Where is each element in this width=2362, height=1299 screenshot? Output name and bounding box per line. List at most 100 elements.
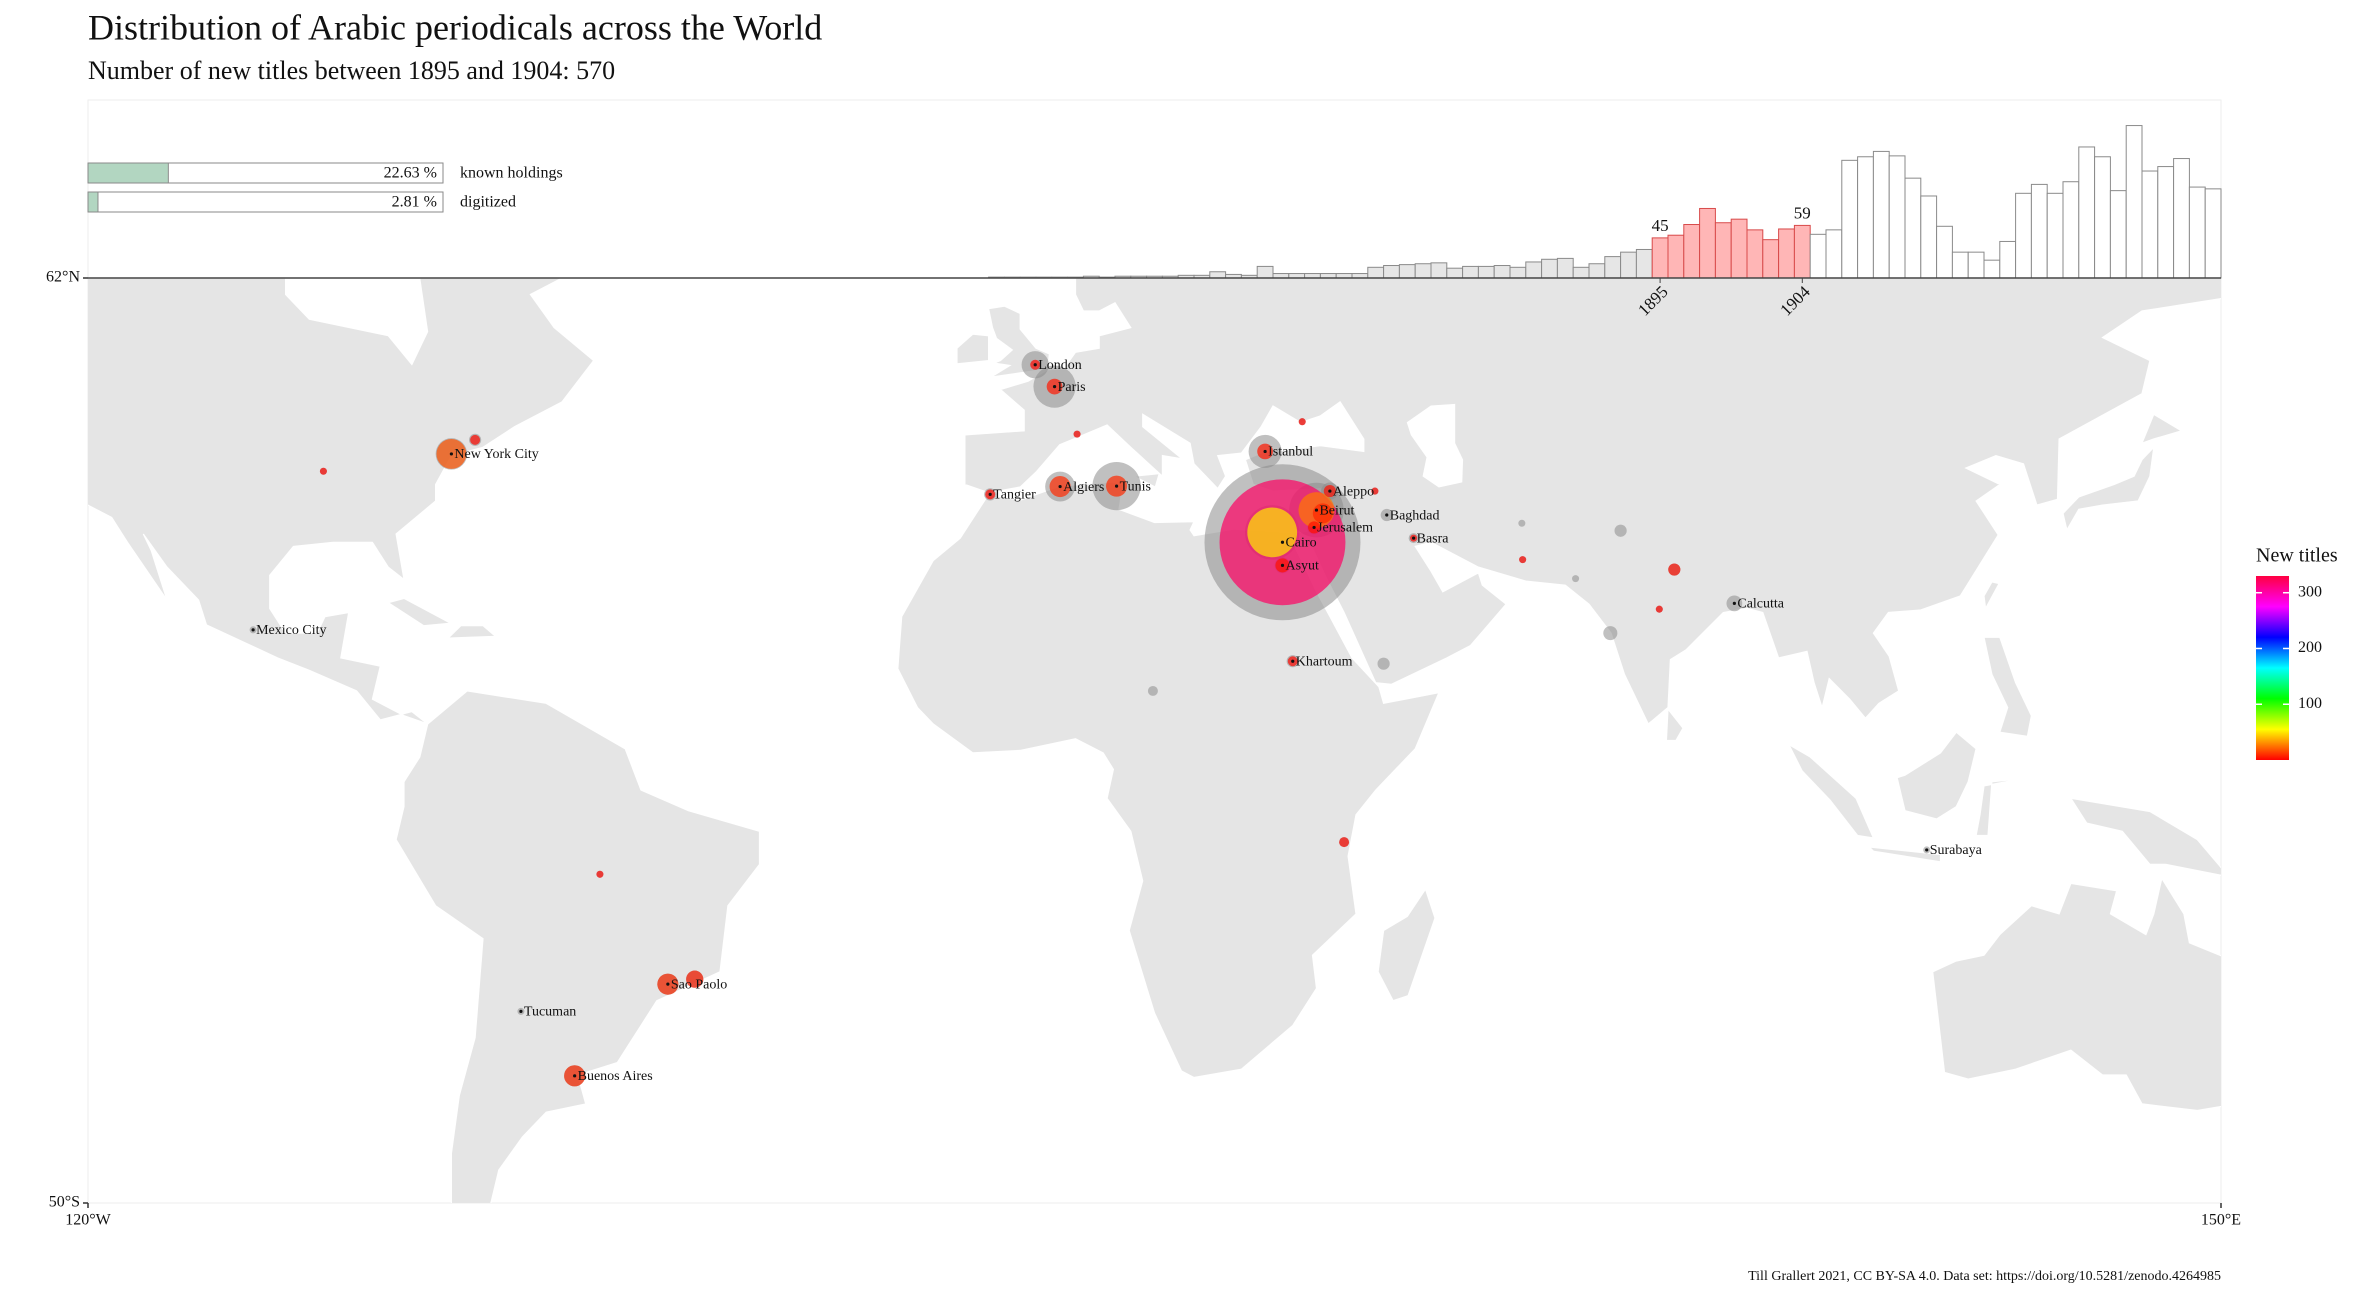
histogram-bar: [1620, 251, 1637, 279]
panel-frame: [87, 99, 2222, 1204]
land: [364, 597, 453, 627]
new-bubble: [1298, 418, 1306, 426]
city-dot: [666, 982, 670, 986]
histogram-bar: [1588, 263, 1606, 279]
city-dot: [1732, 601, 1736, 606]
histogram-bar: [1572, 266, 1590, 279]
histogram-bar: [2015, 192, 2032, 279]
city-dot: [1312, 525, 1316, 530]
histogram-bar: [1841, 159, 1859, 279]
holding-bar: [87, 162, 169, 184]
city-label: Algiers: [1063, 480, 1104, 495]
histogram-bar: [1604, 256, 1622, 279]
histogram-bar: [1556, 257, 1574, 279]
city-dot: [1263, 449, 1267, 454]
city-dot: [1052, 385, 1057, 389]
histogram-bar: [1793, 224, 1811, 279]
city-dot: [1058, 484, 1062, 489]
histogram-bar: [1778, 228, 1795, 279]
holding-track: [87, 191, 444, 213]
histogram-bar: [2046, 192, 2064, 279]
subtitle: Number of new titles between 1895 and 19…: [88, 56, 615, 85]
city-label: Calcutta: [1737, 597, 1784, 612]
city-dot: [251, 628, 255, 632]
land: [2140, 413, 2183, 445]
histogram-bar: [1714, 222, 1732, 279]
histogram-bar: [1857, 156, 1874, 279]
histogram-bar: [1888, 155, 1906, 279]
land: [1983, 636, 2033, 738]
histogram-bar: [1872, 150, 1890, 279]
city-label: Tangier: [993, 488, 1036, 503]
histogram-bar: [1809, 233, 1827, 279]
city-label: Tucuman: [524, 1005, 576, 1020]
histogram-bar: [2094, 156, 2111, 279]
city-label: Tunis: [1120, 479, 1151, 494]
new-bubble: [1655, 605, 1663, 613]
new-bubble: [1247, 507, 1298, 558]
new-bubble: [1519, 556, 1527, 564]
histogram-bar: [1746, 229, 1764, 279]
histogram-bar: [1477, 265, 1495, 279]
new-bubble: [319, 467, 327, 475]
histogram-bar: [1414, 263, 1432, 279]
land: [1932, 876, 2221, 1112]
land: [2062, 445, 2155, 532]
colorbar: [2256, 576, 2289, 760]
new-bubble: [686, 970, 704, 988]
histogram-bar: [2157, 166, 2175, 279]
city-label: New York City: [454, 447, 538, 462]
city-dot: [1385, 513, 1389, 517]
land: [446, 625, 498, 639]
land: [1896, 731, 1977, 820]
new-bubble: [1073, 430, 1081, 438]
histogram-bar: [1367, 266, 1385, 279]
city-dot: [519, 1009, 523, 1013]
land: [1131, 473, 1161, 488]
new-bubble: [1339, 837, 1350, 848]
histogram-bar: [1446, 267, 1464, 279]
land: [1975, 777, 2024, 837]
histogram-bar: [1509, 266, 1527, 279]
total-bubble: [1572, 575, 1580, 583]
water: [1406, 403, 1464, 488]
histogram-bar: [1983, 259, 2001, 279]
city-label: Aleppo: [1333, 484, 1374, 499]
land: [88, 278, 595, 725]
legend-title: New titles: [2256, 545, 2338, 567]
land: [1787, 743, 1875, 839]
city-dot: [1925, 848, 1929, 852]
city-dot: [1314, 508, 1319, 512]
colorbar-label: 300: [2298, 583, 2322, 600]
total-bubble: [1603, 626, 1618, 641]
city-label: Jerusalem: [1317, 521, 1373, 536]
land: [2069, 797, 2221, 876]
city-label: Sao Paolo: [671, 977, 727, 992]
city-label: Beirut: [1319, 503, 1354, 518]
histogram-bar: [1730, 218, 1748, 279]
histogram-bar: [1920, 195, 1938, 279]
land: [1665, 707, 1684, 742]
histogram-bar: [2141, 170, 2159, 279]
water: [285, 278, 429, 366]
histogram-bar: [2078, 146, 2096, 279]
city-dot: [1291, 659, 1295, 663]
histogram-bar: [1999, 240, 2017, 279]
new-bubble: [1312, 503, 1333, 524]
histogram-bar: [1951, 251, 1969, 279]
histogram-bar: [2109, 190, 2127, 279]
x-tick-label: 150°E: [2201, 1212, 2241, 1229]
title: Distribution of Arabic periodicals acros…: [88, 7, 822, 47]
holding-value: 2.81 %: [392, 194, 437, 211]
land: [395, 690, 761, 1203]
city-label: Surabaya: [1930, 843, 1983, 858]
city-dot: [1328, 489, 1332, 493]
total-bubble: [1147, 685, 1158, 696]
histogram-bar: [1462, 265, 1479, 279]
city-dot: [1114, 484, 1119, 488]
city-dot: [1280, 540, 1285, 544]
y-tick-label: 62°N: [46, 269, 80, 286]
city-label: Mexico City: [256, 623, 326, 638]
city-dot: [449, 452, 453, 456]
